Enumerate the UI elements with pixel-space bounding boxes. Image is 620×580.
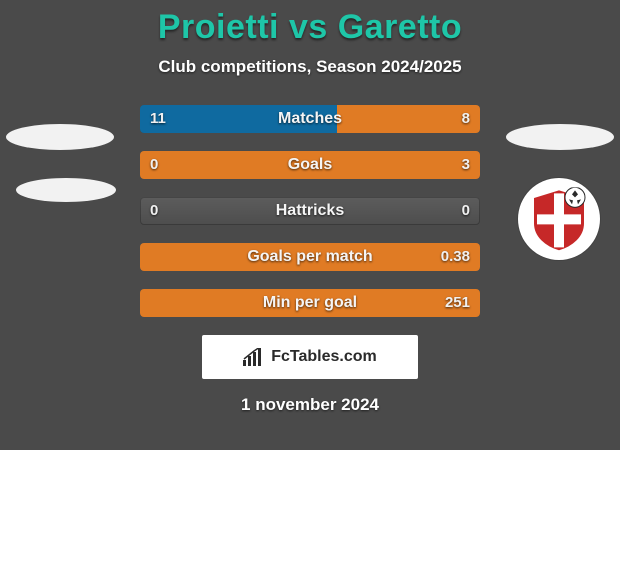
fctables-label: FcTables.com [271, 348, 377, 366]
stat-label: Matches [140, 105, 480, 133]
comparison-bars: 118Matches 03Goals 00Hattricks 0.38Goals pe… [140, 105, 480, 317]
stat-row: 03Goals [140, 151, 480, 179]
page-title: Proietti vs Garetto [0, 0, 620, 47]
stat-row: 00Hattricks [140, 197, 480, 225]
bar-chart-icon [243, 348, 265, 366]
stat-label: Goals [140, 151, 480, 179]
club-left-logo-placeholder [16, 178, 116, 202]
stat-row: 251Min per goal [140, 289, 480, 317]
stat-label: Min per goal [140, 289, 480, 317]
stat-label: Hattricks [140, 197, 480, 225]
stat-row: 118Matches [140, 105, 480, 133]
stat-label: Goals per match [140, 243, 480, 271]
player-left-photo-placeholder [6, 124, 114, 150]
club-right-badge [518, 178, 600, 260]
fctables-watermark: FcTables.com [202, 335, 418, 379]
player-right-photo-placeholder [506, 124, 614, 150]
shield-icon [529, 187, 589, 253]
stat-row: 0.38Goals per match [140, 243, 480, 271]
subtitle: Club competitions, Season 2024/2025 [0, 57, 620, 77]
comparison-card: Proietti vs Garetto Club competitions, S… [0, 0, 620, 450]
card-content: Proietti vs Garetto Club competitions, S… [0, 0, 620, 415]
datestamp: 1 november 2024 [0, 395, 620, 415]
